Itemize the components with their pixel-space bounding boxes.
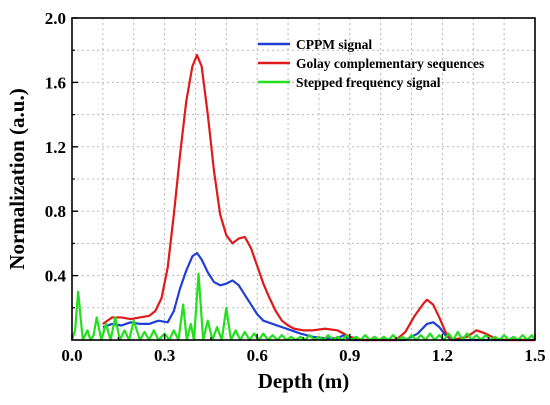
series-line-1 — [102, 53, 535, 342]
series-layer — [70, 53, 536, 342]
legend-label-1: Golay complementary sequences — [296, 56, 484, 71]
y-tick-label: 2.0 — [45, 9, 66, 28]
x-tick-label: 0.0 — [61, 346, 82, 365]
tick-labels: 0.0 0.3 0.6 0.9 1.2 1.5 0.4 0.8 1.2 1.6 2.0 — [45, 9, 546, 365]
y-tick-label: 0.4 — [45, 267, 67, 286]
y-tick-label: 0.8 — [45, 202, 66, 221]
series-line-2 — [70, 272, 536, 342]
y-tick-label: 1.2 — [45, 138, 66, 157]
axis-ticks — [71, 17, 536, 340]
y-tick-label: 1.6 — [45, 73, 66, 92]
x-axis-title: Depth (m) — [258, 369, 350, 393]
x-tick-label: 1.2 — [432, 346, 453, 365]
grid — [72, 18, 535, 340]
x-tick-label: 0.3 — [154, 346, 175, 365]
x-tick-label: 0.9 — [339, 346, 360, 365]
y-axis-title: Normalization (a.u.) — [5, 88, 29, 269]
legend: CPPM signal Golay complementary sequences… — [258, 37, 484, 90]
legend-label-0: CPPM signal — [296, 37, 372, 52]
legend-label-2: Stepped frequency signal — [296, 75, 441, 90]
x-tick-label: 0.6 — [247, 346, 268, 365]
x-tick-label: 1.5 — [524, 346, 545, 365]
